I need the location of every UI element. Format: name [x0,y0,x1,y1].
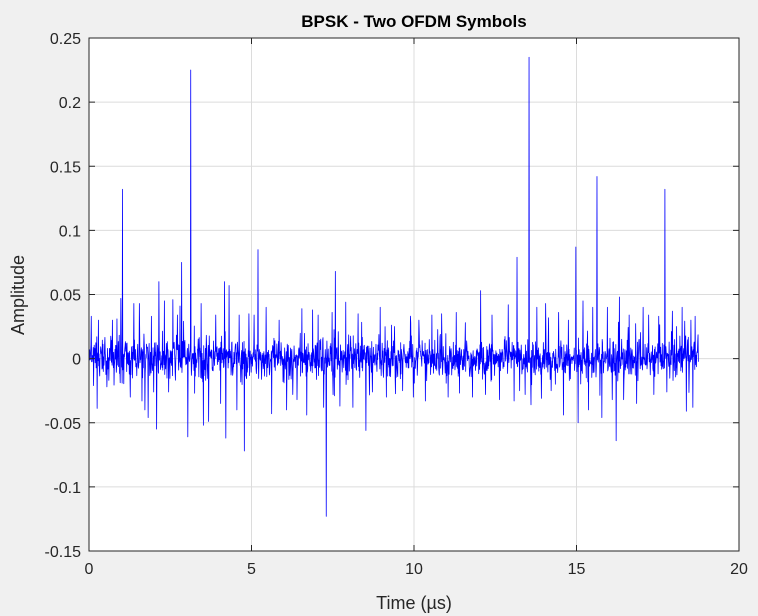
y-tick-label: 0 [72,352,81,369]
y-tick-label: -0.05 [45,416,82,433]
axis-ticks [88,37,740,552]
y-tick-label: 0.2 [59,95,81,112]
y-tick-label: 0.15 [50,159,81,176]
signal-line [88,56,699,517]
signal-trace [88,56,699,517]
x-tick-label: 10 [405,561,423,578]
x-tick-label: 0 [85,561,94,578]
x-tick-label: 20 [730,561,748,578]
x-tick-label: 5 [247,561,256,578]
y-tick-label: -0.15 [45,544,82,561]
y-tick-labels: -0.15 -0.1 -0.05 0 0.05 0.1 0.15 0.2 0.25 [45,31,82,561]
y-tick-label: 0.1 [59,223,81,240]
x-tick-label: 15 [568,561,586,578]
x-tick-labels: 0 5 10 15 20 [85,561,748,578]
y-tick-label: 0.05 [50,288,81,305]
y-tick-label: -0.1 [53,480,81,497]
y-tick-label: 0.25 [50,31,81,48]
y-axis-label: Amplitude [8,255,28,335]
x-axis-label: Time (µs) [376,593,452,613]
chart-title: BPSK - Two OFDM Symbols [301,12,526,31]
